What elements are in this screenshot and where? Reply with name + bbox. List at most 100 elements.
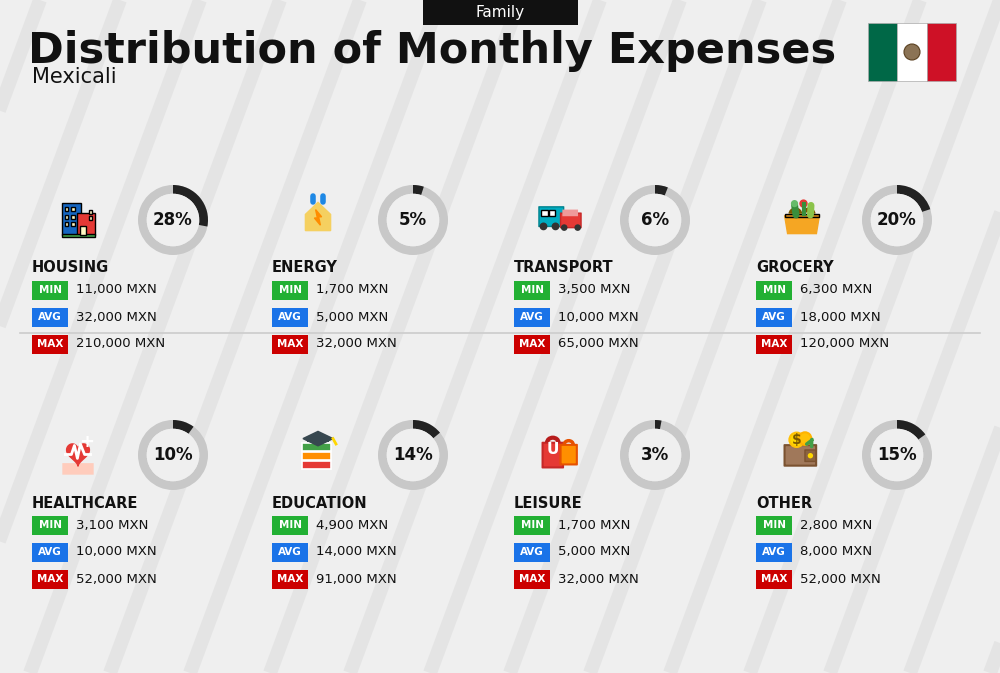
Circle shape [387,429,439,481]
Text: MAX: MAX [519,339,545,349]
Text: 20%: 20% [877,211,917,229]
Text: 6,300 MXN: 6,300 MXN [800,283,872,297]
Text: 120,000 MXN: 120,000 MXN [800,337,889,351]
FancyBboxPatch shape [543,443,563,468]
FancyBboxPatch shape [514,308,550,326]
FancyBboxPatch shape [541,209,548,215]
FancyBboxPatch shape [272,569,308,588]
Wedge shape [413,185,424,195]
Text: ENERGY: ENERGY [272,260,338,275]
Text: MIN: MIN [763,520,786,530]
Wedge shape [173,185,208,227]
FancyBboxPatch shape [88,210,92,214]
FancyBboxPatch shape [514,542,550,561]
FancyBboxPatch shape [561,213,581,227]
Text: AVG: AVG [38,547,62,557]
FancyBboxPatch shape [307,435,329,441]
Circle shape [629,194,681,246]
Text: 32,000 MXN: 32,000 MXN [558,573,639,586]
FancyBboxPatch shape [272,542,308,561]
Circle shape [799,199,808,208]
Text: 1,700 MXN: 1,700 MXN [316,283,388,297]
Wedge shape [620,185,690,255]
Text: 3%: 3% [641,446,669,464]
Text: 4,900 MXN: 4,900 MXN [316,518,388,532]
Circle shape [871,429,923,481]
FancyBboxPatch shape [272,281,308,299]
FancyBboxPatch shape [514,281,550,299]
Wedge shape [897,185,930,212]
FancyBboxPatch shape [62,203,81,234]
FancyBboxPatch shape [785,214,819,217]
Text: MIN: MIN [38,520,62,530]
Circle shape [904,44,920,60]
Wedge shape [378,420,448,490]
Text: 28%: 28% [153,211,193,229]
Text: GROCERY: GROCERY [756,260,834,275]
Text: AVG: AVG [278,547,302,557]
Polygon shape [785,215,819,234]
Text: MIN: MIN [763,285,786,295]
Text: MIN: MIN [38,285,62,295]
Wedge shape [138,420,208,490]
Text: MAX: MAX [37,574,63,584]
Circle shape [799,432,811,445]
FancyBboxPatch shape [272,516,308,534]
FancyBboxPatch shape [64,207,68,211]
Wedge shape [378,185,448,255]
Text: MIN: MIN [520,520,544,530]
FancyBboxPatch shape [77,213,94,234]
Circle shape [147,429,199,481]
Text: 10%: 10% [153,446,193,464]
FancyBboxPatch shape [32,569,68,588]
Text: OTHER: OTHER [756,495,812,511]
Text: 91,000 MXN: 91,000 MXN [316,573,397,586]
FancyBboxPatch shape [32,542,68,561]
FancyBboxPatch shape [302,443,331,451]
FancyBboxPatch shape [32,334,68,353]
Text: U: U [547,443,559,458]
Text: MIN: MIN [278,285,302,295]
Text: 14,000 MXN: 14,000 MXN [316,546,397,559]
Circle shape [147,194,199,246]
Text: MIN: MIN [278,520,302,530]
FancyBboxPatch shape [71,207,75,211]
Wedge shape [138,185,208,255]
Text: 8,000 MXN: 8,000 MXN [800,546,872,559]
FancyBboxPatch shape [88,216,92,220]
Text: AVG: AVG [520,312,544,322]
Wedge shape [413,420,440,438]
Text: 15%: 15% [877,446,917,464]
Text: AVG: AVG [38,312,62,322]
Text: 52,000 MXN: 52,000 MXN [800,573,881,586]
FancyBboxPatch shape [302,452,331,460]
FancyBboxPatch shape [756,281,792,299]
Text: 2,800 MXN: 2,800 MXN [800,518,872,532]
Text: LEISURE: LEISURE [514,495,583,511]
Text: Mexicali: Mexicali [32,67,117,87]
Wedge shape [173,420,194,434]
Wedge shape [620,420,690,490]
Text: Family: Family [475,5,525,20]
Text: HOUSING: HOUSING [32,260,109,275]
FancyBboxPatch shape [539,207,564,226]
FancyBboxPatch shape [62,463,94,474]
Text: 10,000 MXN: 10,000 MXN [558,310,639,324]
Text: 5,000 MXN: 5,000 MXN [316,310,388,324]
Text: HEALTHCARE: HEALTHCARE [32,495,138,511]
FancyBboxPatch shape [514,334,550,353]
Polygon shape [314,209,322,225]
FancyBboxPatch shape [422,0,578,25]
FancyBboxPatch shape [927,23,956,81]
FancyBboxPatch shape [756,308,792,326]
FancyBboxPatch shape [756,569,792,588]
Text: 3,500 MXN: 3,500 MXN [558,283,630,297]
Text: AVG: AVG [520,547,544,557]
FancyBboxPatch shape [272,308,308,326]
Circle shape [629,429,681,481]
Polygon shape [305,203,331,231]
FancyBboxPatch shape [32,308,68,326]
FancyBboxPatch shape [80,226,86,234]
FancyBboxPatch shape [562,209,578,216]
Text: AVG: AVG [278,312,302,322]
